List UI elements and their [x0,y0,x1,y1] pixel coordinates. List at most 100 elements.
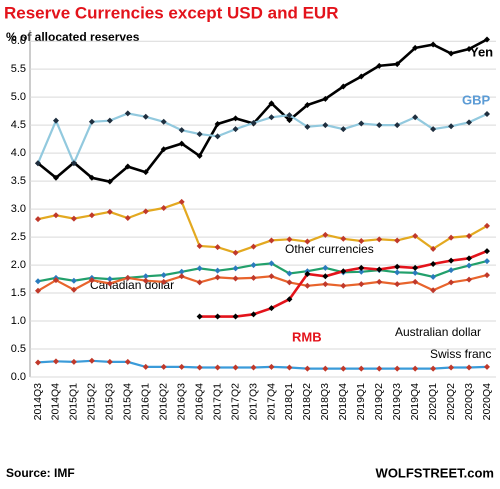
point [484,248,490,255]
y-tick-label: 1.0 [11,315,26,327]
series-label: Other currencies [285,242,374,256]
point [142,363,149,370]
point [196,313,203,320]
series-line [37,200,488,254]
point [484,272,490,279]
x-tick-label: 2016Q1 [140,383,152,421]
point [340,235,347,242]
point [430,287,437,294]
point [376,278,383,285]
point [52,277,59,284]
point [106,117,113,124]
point [250,262,257,269]
series-line [36,112,488,166]
point [466,119,473,126]
x-tick-label: 2018Q4 [337,383,349,421]
x-tick-label: 2017Q3 [247,383,259,421]
point [448,257,455,264]
point [196,279,203,286]
point [268,260,275,267]
point [142,208,149,215]
point [484,363,490,370]
x-tick-label: 2015Q3 [104,383,116,421]
point [124,215,131,222]
point [376,122,383,129]
x-tick-label: 2018Q1 [283,383,295,421]
point [322,264,329,271]
x-tick-label: 2020Q2 [445,383,457,421]
point [358,73,365,80]
point [142,273,149,280]
x-tick-label: 2016Q4 [193,383,205,421]
point [178,268,185,275]
point [70,160,77,167]
series-label: GBP [462,92,491,107]
point [286,236,293,243]
point [52,212,59,219]
point [484,258,490,265]
point [376,266,383,273]
x-tick-label: 2020Q3 [463,383,475,421]
x-tick-label: 2015Q1 [68,383,80,421]
point [35,287,41,294]
x-tick-label: 2015Q4 [122,383,134,421]
point [52,358,59,365]
point [106,178,113,185]
point [52,117,59,124]
point [376,62,383,69]
y-tick-label: 1.5 [11,287,26,299]
point [304,271,311,278]
point [178,363,185,370]
point [466,276,473,283]
point [88,174,95,181]
point [322,231,329,238]
series-line [37,260,488,283]
x-tick-label: 2014Q4 [50,383,62,421]
point [394,281,401,288]
point [52,174,59,181]
point [214,364,221,371]
point [430,365,437,372]
point [340,282,347,289]
point [214,274,221,281]
point [70,215,77,222]
point [70,277,77,284]
credit: WOLFSTREET.com [376,465,494,480]
point [466,232,473,239]
point [196,131,203,138]
point [70,286,77,293]
y-tick-label: 2.5 [11,231,26,243]
point [286,279,293,286]
point [214,267,221,274]
y-tick-label: 5.0 [11,91,26,103]
source: Source: IMF [6,466,75,480]
point [178,127,185,134]
point [35,359,41,366]
point [178,140,185,147]
x-tick-label: 2019Q1 [355,383,367,421]
point [448,50,455,57]
point [304,238,311,245]
point [448,267,455,274]
point [214,133,221,140]
point [430,245,437,252]
y-tick-label: 0.0 [11,371,26,383]
point [412,114,419,121]
point [178,273,185,280]
point [268,305,275,312]
chart-title: Reserve Currencies except USD and EUR [4,3,338,22]
x-tick-label: 2019Q3 [391,383,403,421]
point [286,112,293,119]
point [160,278,167,285]
point [250,243,257,250]
point [394,122,401,129]
point [196,243,203,250]
point [394,263,401,270]
point [106,358,113,365]
point [358,264,365,271]
point [412,365,419,372]
point [88,212,95,219]
point [322,95,329,102]
point [160,146,167,153]
